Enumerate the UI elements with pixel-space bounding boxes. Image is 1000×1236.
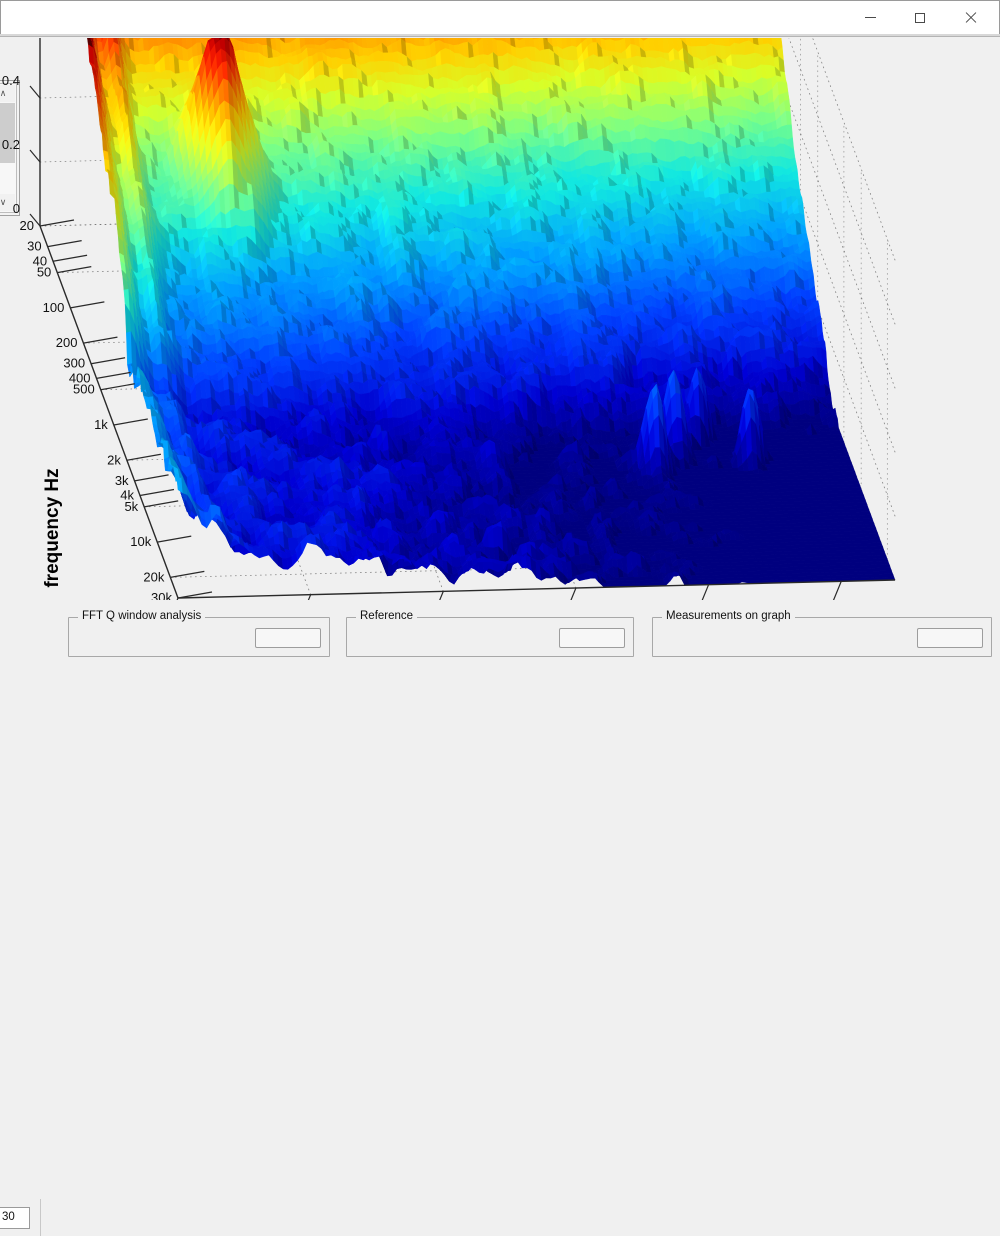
maximize-icon xyxy=(915,12,925,23)
frequency-tick-label: 4k xyxy=(120,488,134,503)
csd-waterfall-plot[interactable]: 00.20.40.60.81203040501002003004005001k2… xyxy=(0,38,1000,600)
frequency-tick-label: 20 xyxy=(20,218,34,233)
z-tick-label: 0.4 xyxy=(2,73,20,88)
frequency-tick-label: 200 xyxy=(56,335,78,350)
reference-label: Reference xyxy=(356,610,418,622)
frequency-tick-label: 500 xyxy=(73,382,95,397)
minimize-icon xyxy=(864,17,876,18)
scrollbar-track[interactable]: ∧ ∨ xyxy=(0,83,17,213)
waterfall-svg: 00.20.40.60.81203040501002003004005001k2… xyxy=(2,38,896,600)
fft-q-window-analysis-label: FFT Q window analysis xyxy=(78,610,206,622)
z-tick-label: 0 xyxy=(13,201,20,216)
reference-group: Reference xyxy=(346,610,634,657)
frequency-tick-label: 300 xyxy=(63,356,85,371)
frequency-tick-label: 5k xyxy=(124,499,138,514)
panel-divider xyxy=(40,1199,41,1236)
measurements-on-graph-label: Measurements on graph xyxy=(662,610,795,622)
reference-group-button[interactable] xyxy=(559,628,625,648)
frequency-tick-label: 30k xyxy=(151,590,172,600)
frequency-tick-label: 1k xyxy=(94,417,108,432)
frequency-tick-label: 40 xyxy=(33,253,47,268)
frequency-tick-label: 400 xyxy=(69,370,91,385)
close-icon xyxy=(964,11,977,24)
scrollbar-thumb[interactable] xyxy=(0,103,15,163)
fft-group-button[interactable] xyxy=(255,628,321,648)
title-bar xyxy=(0,0,1000,34)
value-input[interactable]: 30 xyxy=(0,1207,30,1229)
y-axis-title: frequency Hz xyxy=(42,468,63,587)
left-scroll-widget[interactable]: ∧ ∨ xyxy=(0,80,20,216)
scroll-down-icon[interactable]: ∨ xyxy=(0,194,15,211)
measurements-on-graph-group: Measurements on graph xyxy=(652,610,992,657)
close-button[interactable] xyxy=(947,1,993,34)
frequency-tick-label: 50 xyxy=(37,265,51,280)
scroll-up-icon[interactable]: ∧ xyxy=(0,85,15,102)
frequency-tick-label: 3k xyxy=(115,473,129,488)
fft-q-window-analysis-group: FFT Q window analysis xyxy=(68,610,330,657)
frequency-tick-label: 2k xyxy=(107,452,121,467)
frequency-tick-label: 30 xyxy=(27,239,41,254)
application-window: ∧ ∨ 00.20.40.60.812030405010020030040050… xyxy=(0,0,1000,635)
frequency-tick-label: 10k xyxy=(130,534,151,549)
maximize-button[interactable] xyxy=(897,1,943,34)
figure-area: ∧ ∨ 00.20.40.60.812030405010020030040050… xyxy=(0,38,1000,600)
minimize-button[interactable] xyxy=(847,1,893,34)
toolbar-divider xyxy=(0,34,1000,37)
measurements-group-button[interactable] xyxy=(917,628,983,648)
frequency-tick-label: 20k xyxy=(143,569,164,584)
z-tick-label: 0.2 xyxy=(2,137,20,152)
bottom-control-strip: 30 FFT Q window analysis Reference Measu… xyxy=(0,600,1000,1236)
frequency-tick-label: 100 xyxy=(43,300,65,315)
